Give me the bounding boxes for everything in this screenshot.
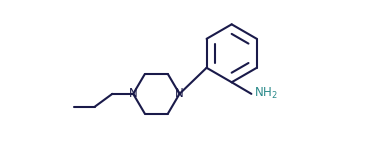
Text: NH$_2$: NH$_2$	[254, 86, 278, 101]
Text: N: N	[175, 87, 184, 100]
Text: N: N	[129, 87, 138, 100]
